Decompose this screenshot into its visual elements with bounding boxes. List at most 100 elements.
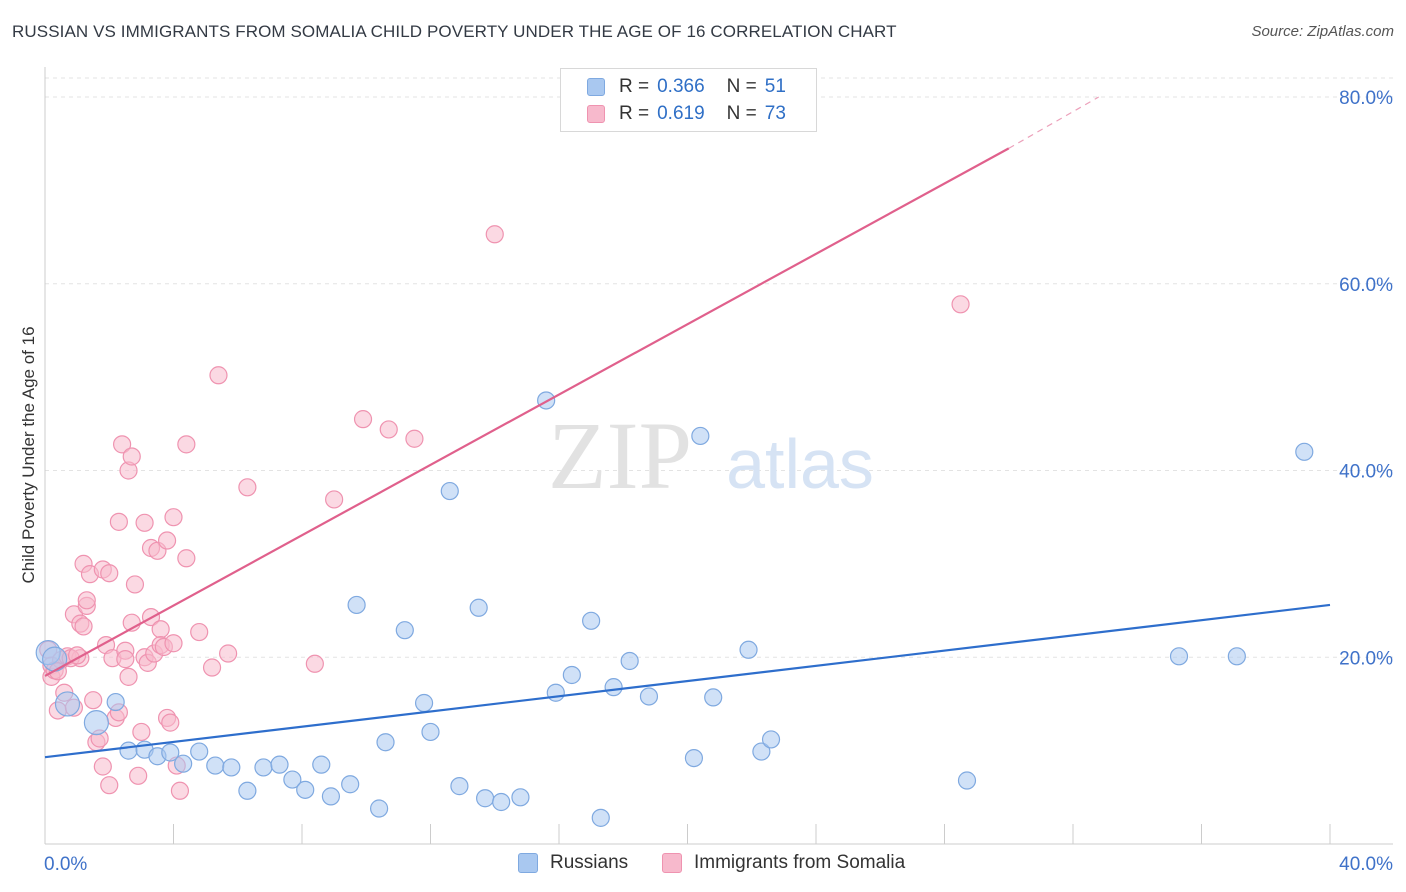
russian-point: [42, 646, 68, 672]
somalia-swatch: [662, 853, 682, 873]
somalia-point: [353, 410, 373, 429]
chart-title: RUSSIAN VS IMMIGRANTS FROM SOMALIA CHILD…: [12, 22, 897, 41]
somalia-point: [119, 667, 138, 686]
somalia-point: [177, 549, 196, 568]
y-tick-label: 80.0%: [1339, 88, 1393, 109]
legend-label-russians: Russians: [550, 852, 629, 873]
somalia-point: [129, 766, 148, 785]
somalia-trend-line: [44, 147, 1010, 677]
somalia-point: [305, 654, 324, 673]
russians-swatch: [518, 853, 538, 873]
somalia-point: [122, 447, 141, 466]
legend-label-somalia: Immigrants from Somalia: [694, 852, 906, 873]
legend-row-russians: R = 0.366 N = 51: [587, 75, 786, 99]
russian-point: [562, 665, 581, 685]
somalia-swatch: [587, 105, 605, 123]
russian-point: [395, 621, 414, 640]
russian-point: [238, 781, 257, 800]
somalia-point: [170, 781, 190, 800]
legend-item-somalia[interactable]: Immigrants from Somalia: [662, 852, 905, 874]
somalia-point: [325, 490, 344, 509]
x-tick-label-min: 0.0%: [44, 854, 87, 875]
somalia-n-value: 73: [764, 103, 786, 124]
axes: [44, 67, 1393, 845]
somalia-point: [100, 776, 119, 795]
somalia-point: [202, 658, 222, 677]
russian-point: [704, 688, 723, 707]
somalia-point: [125, 575, 145, 594]
somalia-trend-extension: [1008, 96, 1099, 149]
correlation-legend: R = 0.366 N = 51 R = 0.619 N = 73: [560, 68, 817, 132]
russian-point: [312, 755, 331, 774]
y-tick-label: 20.0%: [1339, 648, 1393, 669]
somalia-point: [84, 691, 103, 710]
somalia-point: [379, 420, 398, 439]
somalia-point: [405, 429, 424, 448]
series-legend: Russians Immigrants from Somalia: [0, 852, 1406, 878]
somalia-point: [238, 478, 257, 497]
somalia-point: [177, 435, 196, 454]
somalia-point: [157, 531, 177, 550]
watermark: ZIP atlas: [548, 402, 874, 509]
russian-point: [161, 743, 180, 762]
russian-point: [752, 742, 771, 761]
russian-point: [492, 792, 511, 812]
russian-point: [106, 692, 125, 712]
russian-point: [591, 808, 610, 827]
somalia-point: [951, 295, 970, 314]
russian-point: [957, 771, 977, 790]
russian-point: [341, 775, 360, 794]
russian-point: [190, 742, 209, 761]
russians-swatch: [587, 78, 605, 96]
somalia-r-value: 0.619: [657, 103, 705, 124]
russian-point: [582, 611, 601, 630]
russian-point: [1295, 442, 1314, 461]
russians-r-value: 0.366: [657, 76, 705, 97]
somalia-point: [164, 634, 183, 653]
russian-point: [206, 756, 225, 775]
somalia-point: [190, 622, 209, 642]
gridlines: [45, 77, 1393, 658]
russian-point: [469, 598, 488, 617]
somalia-point: [116, 650, 135, 669]
n-label: N =: [726, 76, 757, 97]
russian-point: [511, 788, 530, 807]
russian-point: [476, 789, 495, 808]
russian-point: [283, 770, 302, 789]
russian-point: [222, 758, 241, 777]
russians-trend-line: [44, 603, 1331, 759]
somalia-point: [161, 713, 180, 732]
russian-point: [546, 683, 565, 702]
russian-point: [1169, 647, 1189, 666]
russian-point: [620, 651, 639, 671]
r-label: R =: [619, 103, 650, 124]
russian-point: [450, 777, 469, 796]
somalia-point: [93, 757, 112, 776]
somalia-point: [77, 591, 96, 610]
somalia-point: [112, 435, 132, 454]
russian-point: [270, 755, 289, 774]
axis-labels: 20.0% 40.0% 60.0% 80.0% 0.0% 40.0% Child Pover…: [19, 88, 1393, 875]
russians-n-value: 51: [764, 76, 786, 97]
russian-point: [1227, 647, 1246, 666]
somalia-point: [219, 644, 238, 663]
russians-points: [35, 391, 1314, 827]
y-tick-label: 60.0%: [1339, 275, 1393, 296]
somalia-point: [74, 617, 93, 636]
russian-point: [54, 691, 81, 717]
russian-point: [321, 787, 341, 806]
watermark-atlas: atlas: [726, 425, 874, 503]
somalia-point: [109, 512, 128, 531]
somalia-point: [164, 508, 183, 527]
legend-row-somalia: R = 0.619 N = 73: [587, 102, 786, 126]
somalia-point: [151, 620, 170, 639]
russian-point: [421, 722, 440, 742]
legend-item-russians[interactable]: Russians: [518, 852, 628, 874]
somalia-point: [100, 564, 119, 583]
russian-point: [604, 678, 623, 697]
watermark-zip: ZIP: [548, 402, 692, 509]
russian-point: [691, 426, 710, 446]
somalia-point: [209, 366, 228, 385]
russian-point: [174, 754, 193, 773]
russian-point: [639, 687, 659, 706]
